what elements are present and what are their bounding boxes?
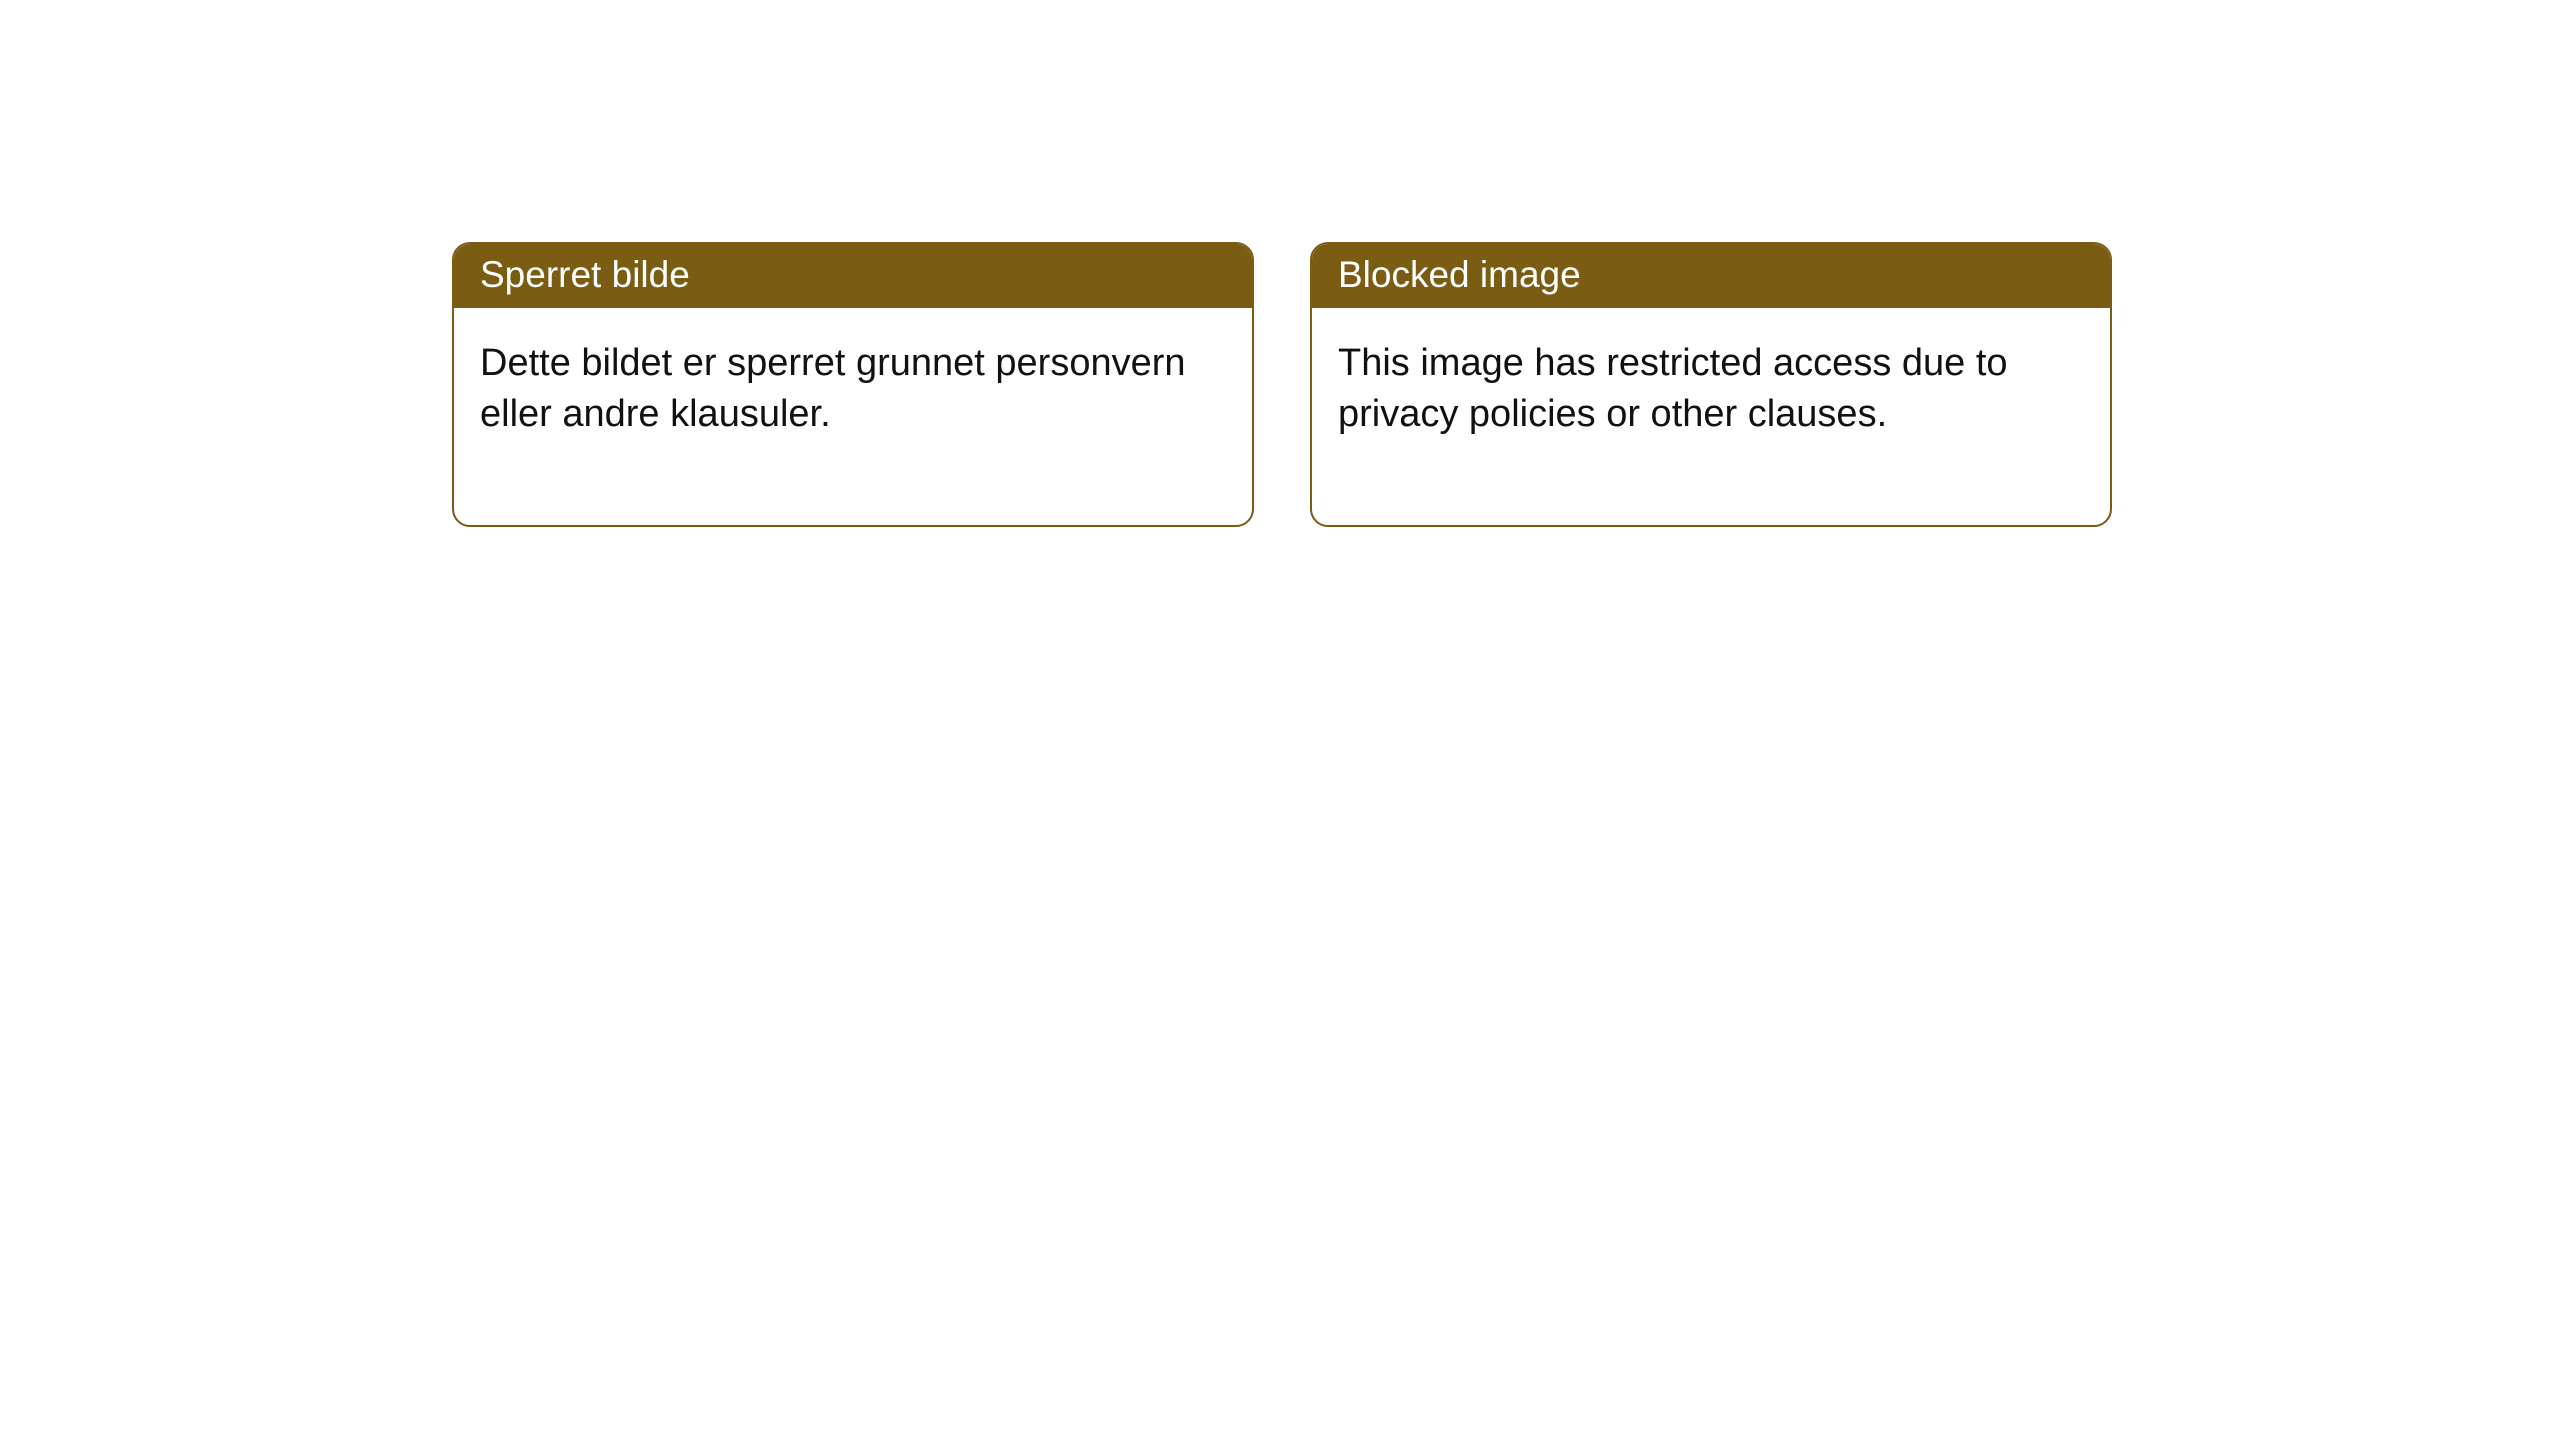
notice-body: This image has restricted access due to … bbox=[1312, 308, 2110, 525]
notice-body-text: This image has restricted access due to … bbox=[1338, 342, 2008, 435]
notice-title: Sperret bilde bbox=[480, 254, 690, 295]
notice-header: Sperret bilde bbox=[454, 244, 1252, 308]
notice-card-english: Blocked image This image has restricted … bbox=[1310, 242, 2112, 527]
notice-card-norwegian: Sperret bilde Dette bildet er sperret gr… bbox=[452, 242, 1254, 527]
notice-body: Dette bildet er sperret grunnet personve… bbox=[454, 308, 1252, 525]
notice-cards-container: Sperret bilde Dette bildet er sperret gr… bbox=[0, 0, 2560, 527]
notice-header: Blocked image bbox=[1312, 244, 2110, 308]
notice-body-text: Dette bildet er sperret grunnet personve… bbox=[480, 342, 1186, 435]
notice-title: Blocked image bbox=[1338, 254, 1581, 295]
